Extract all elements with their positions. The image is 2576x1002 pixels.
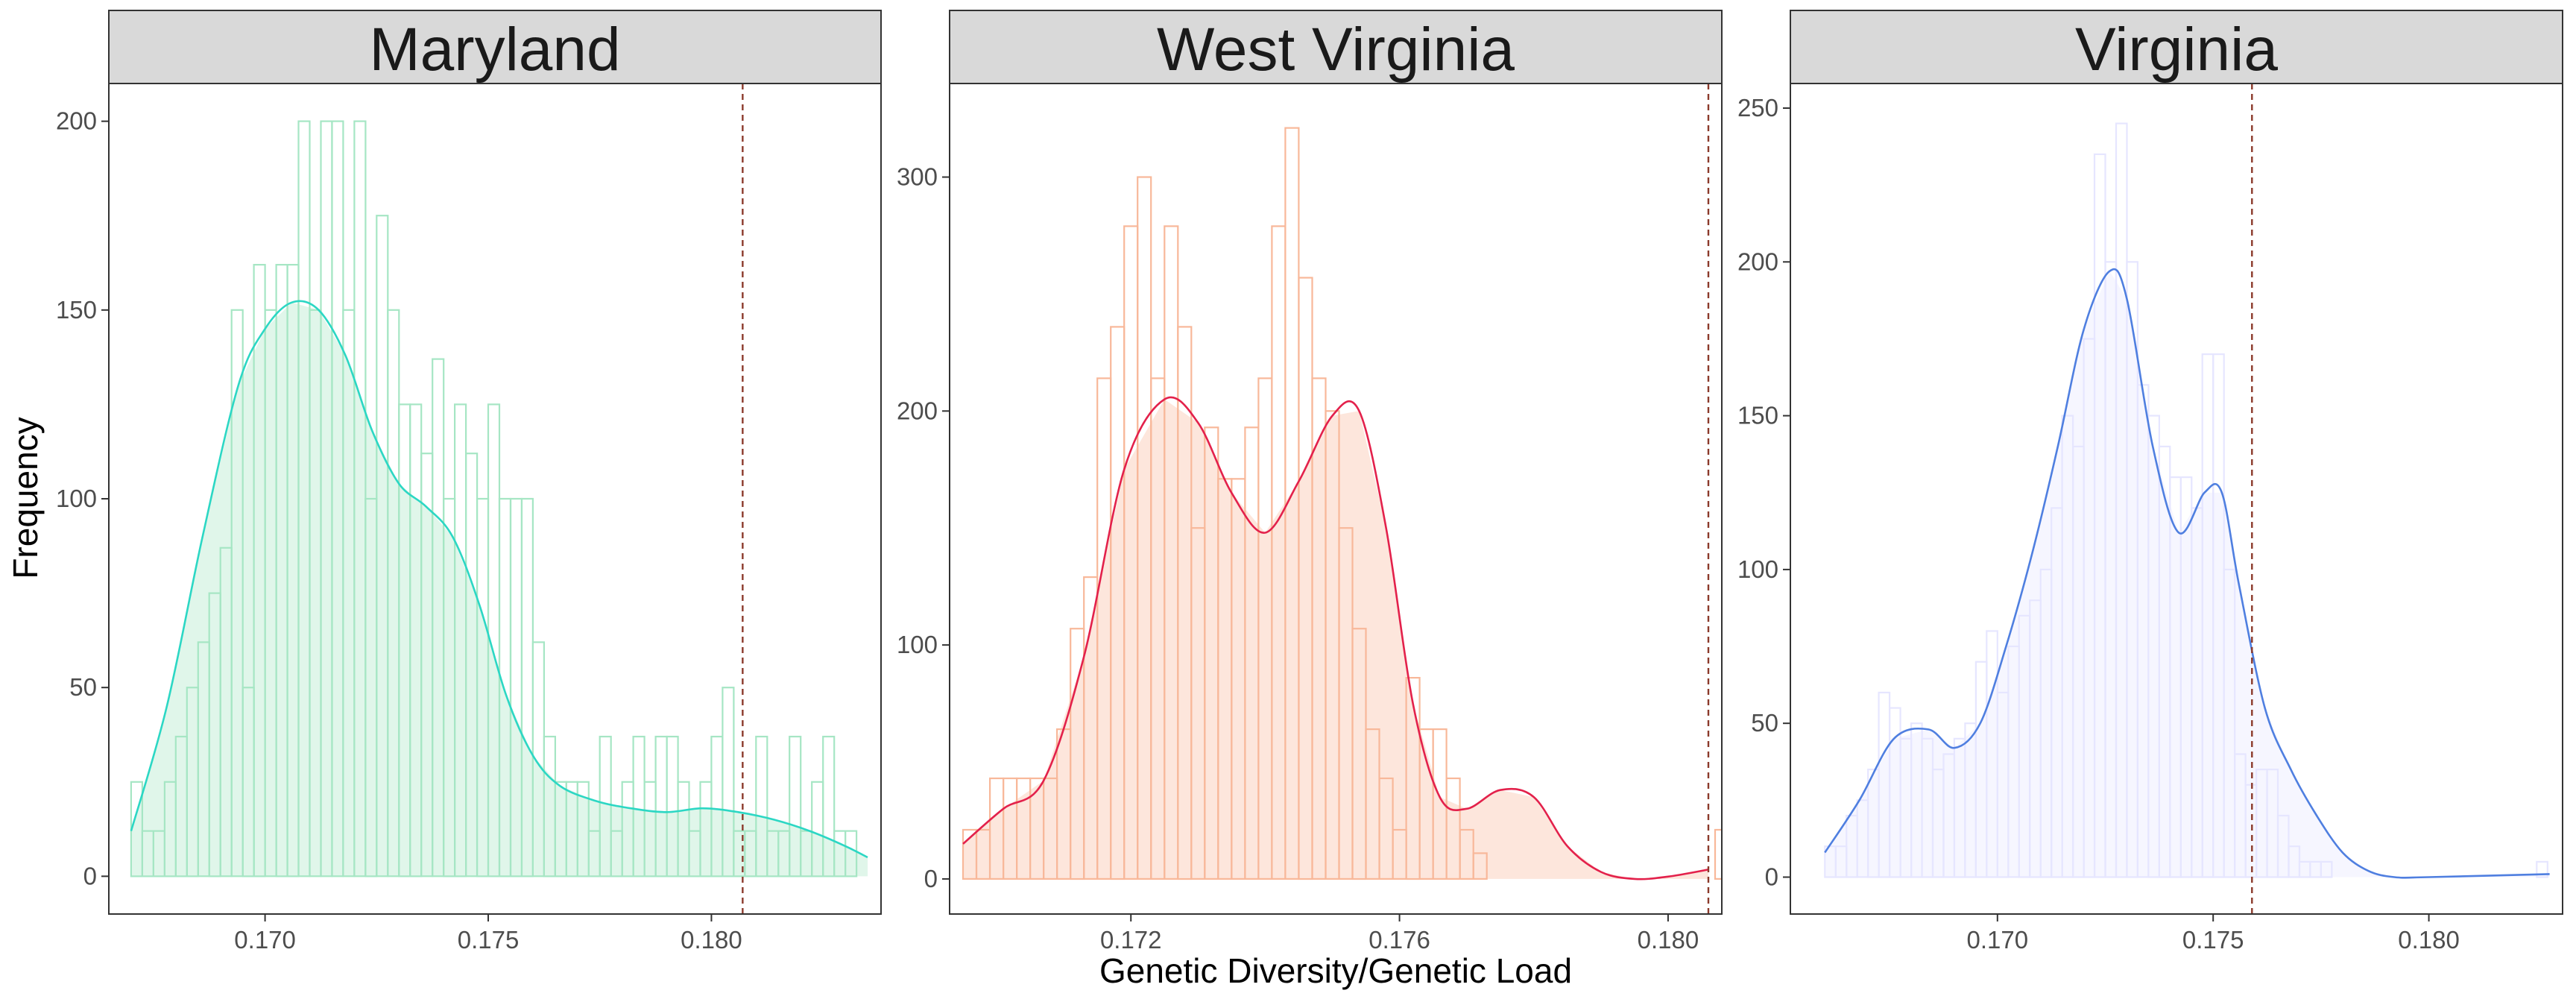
histogram-bar <box>844 830 858 877</box>
y-tick-label: 0 <box>924 865 938 892</box>
y-tick-label: 200 <box>56 107 97 135</box>
histogram-bar <box>576 781 590 877</box>
y-tick-label: 200 <box>1737 248 1778 275</box>
facet-title: Virginia <box>2075 16 2278 84</box>
facet-panel: Virginia 0 50 100 150 200 250 0.170 0.175 0.180 <box>1737 10 2563 954</box>
histogram-bar <box>755 735 768 877</box>
density-curve <box>962 396 1709 880</box>
facet-strip <box>1790 10 2563 84</box>
histogram-bar <box>1378 777 1394 880</box>
y-tick-label: 50 <box>69 673 97 701</box>
plot-area <box>962 84 1722 914</box>
density-curve <box>130 300 868 859</box>
x-tick-label: 0.170 <box>1967 926 2029 954</box>
y-tick-label: 50 <box>1751 709 1778 737</box>
facet-panel: West Virginia 0 100 200 300 0.172 0.176 0.180 <box>897 10 1723 954</box>
panel-border <box>949 83 1723 915</box>
facet-panel: Maryland 0 50 100 150 200 0.170 0.175 0.180 <box>56 10 882 954</box>
histogram-bar <box>2536 860 2548 878</box>
histogram-bar <box>230 309 244 877</box>
y-tick-label: 0 <box>83 862 97 889</box>
y-tick-label: 200 <box>897 397 938 424</box>
histogram-bar <box>2320 860 2333 878</box>
x-tick-label: 0.176 <box>1368 926 1430 954</box>
y-tick-label: 250 <box>1737 94 1778 122</box>
facet-title: Maryland <box>369 16 620 84</box>
y-tick-label: 100 <box>1737 555 1778 583</box>
facet-title: West Virginia <box>1157 16 1515 84</box>
x-tick-label: 0.180 <box>681 926 742 954</box>
histogram-bar <box>2223 568 2236 878</box>
histogram-bar <box>722 687 735 877</box>
histogram-bar <box>789 735 802 877</box>
x-tick-label: 0.172 <box>1100 926 1162 954</box>
histogram-bar <box>1714 828 1722 880</box>
histogram-bar <box>599 735 612 877</box>
y-tick-label: 150 <box>56 296 97 324</box>
facet-strip <box>108 10 882 84</box>
x-tick-label: 0.180 <box>2398 926 2460 954</box>
histogram-bar <box>822 735 836 877</box>
histogram-bar <box>1445 777 1461 880</box>
x-tick-label: 0.175 <box>2182 926 2244 954</box>
facet-strip <box>949 10 1723 84</box>
x-axis-title: Genetic Diversity/Genetic Load <box>1099 951 1572 990</box>
x-tick-label: 0.175 <box>458 926 520 954</box>
y-tick-label: 100 <box>56 485 97 512</box>
x-tick-label: 0.170 <box>234 926 296 954</box>
density-area <box>130 302 868 877</box>
y-tick-label: 300 <box>897 163 938 191</box>
histogram-bar <box>677 781 690 877</box>
panel-border <box>1790 83 2563 915</box>
density-area <box>963 399 1708 879</box>
y-tick-label: 100 <box>897 631 938 658</box>
y-axis-title: Frequency <box>6 417 45 579</box>
histogram-bar <box>1472 852 1488 880</box>
plot-area <box>130 84 868 914</box>
y-tick-label: 0 <box>1765 863 1778 890</box>
plot-area <box>1824 84 2550 914</box>
x-tick-label: 0.180 <box>1638 926 1699 954</box>
density-area <box>1825 271 2550 877</box>
density-curve <box>1824 268 2550 879</box>
y-tick-label: 150 <box>1737 402 1778 429</box>
